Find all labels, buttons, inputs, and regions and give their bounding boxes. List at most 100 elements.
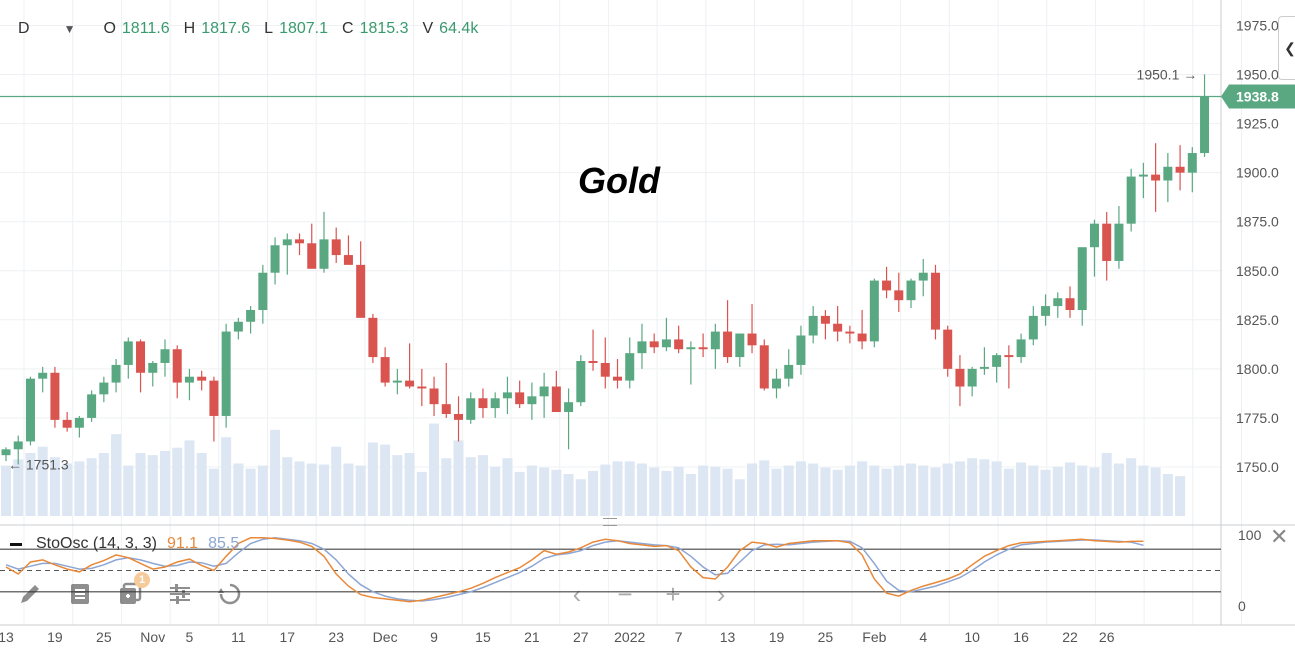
scroll-right-button[interactable]: ›: [704, 578, 738, 610]
chevron-down-icon[interactable]: ▼: [63, 22, 76, 36]
stochastic-label: StoOsc (14, 3, 3): [36, 535, 157, 552]
candle-down: [698, 347, 708, 350]
volume-bar: [502, 458, 513, 516]
volume-bar: [1089, 467, 1100, 516]
candle-down: [295, 239, 305, 244]
volume-bar: [111, 434, 122, 516]
high-value: 1817.6: [201, 20, 251, 37]
scroll-left-button[interactable]: ‹: [560, 578, 594, 610]
candle-up: [992, 355, 1002, 367]
candle-up: [637, 341, 647, 354]
volume-bar: [465, 457, 476, 516]
close-indicator-button[interactable]: ✕: [1270, 524, 1289, 549]
volume-bar: [49, 457, 60, 516]
zoom-in-button[interactable]: +: [656, 578, 690, 610]
candle-up: [74, 417, 84, 428]
time-tick-label: 4: [919, 629, 927, 645]
layers-icon[interactable]: 1: [114, 572, 150, 610]
candle-up: [906, 280, 916, 301]
candle-down: [515, 392, 525, 405]
time-tick-label: 21: [524, 629, 540, 645]
volume-bar: [477, 455, 488, 516]
volume-bar: [270, 429, 281, 516]
volume-bar: [930, 467, 941, 516]
drawing-toolbar: 1: [14, 572, 246, 610]
volume-bar: [74, 461, 85, 516]
time-tick-label: 22: [1062, 629, 1078, 645]
candle-up: [1028, 315, 1038, 340]
candle-up: [246, 309, 256, 322]
volume-bar: [1065, 462, 1076, 516]
candle-down: [209, 380, 219, 416]
candle-down: [368, 317, 378, 358]
volume-bar: [13, 459, 24, 516]
pencil-icon[interactable]: [14, 578, 46, 610]
volume-bar: [661, 470, 672, 516]
candle-down: [1102, 223, 1112, 261]
collapse-panel-button[interactable]: ❮: [1278, 16, 1295, 80]
candle-up: [1200, 96, 1210, 154]
candle-down: [882, 280, 892, 291]
volume-bar: [208, 468, 219, 516]
timeframe-selector[interactable]: D: [18, 20, 30, 37]
price-tick-label: 1925.0: [1236, 116, 1279, 132]
volume-bar: [1016, 462, 1027, 516]
time-tick-label: 2022: [614, 629, 645, 645]
volume-bar: [221, 437, 232, 516]
candle-up: [625, 353, 635, 381]
high-marker-label: 1950.1 →: [1137, 66, 1198, 82]
settings-sliders-icon[interactable]: [164, 578, 196, 610]
volume-bar: [1052, 466, 1063, 516]
price-tick-label: 1950.0: [1236, 67, 1279, 83]
volume-bar: [539, 467, 550, 516]
candle-up: [979, 366, 989, 369]
volume-bar: [86, 458, 97, 516]
volume-bar: [954, 461, 965, 516]
candle-down: [343, 255, 353, 265]
time-tick-label: 11: [231, 629, 246, 645]
oscillator-tick-label: 100: [1238, 527, 1262, 543]
candle-down: [845, 331, 855, 334]
candle-up: [1163, 166, 1173, 181]
candle-up: [319, 239, 329, 269]
volume-bar: [918, 465, 929, 516]
volume-bar: [184, 440, 195, 516]
price-tick-label: 1900.0: [1236, 165, 1279, 181]
volume-bar: [1138, 465, 1149, 516]
price-tick-label: 1875.0: [1236, 214, 1279, 230]
volume-bar: [1175, 476, 1186, 516]
indicator-toggle-icon[interactable]: [10, 542, 22, 546]
low-label: L: [264, 20, 274, 37]
volume-bar: [857, 461, 868, 516]
candle-up: [1053, 298, 1063, 307]
reset-icon[interactable]: [214, 578, 246, 610]
candle-down: [454, 413, 464, 420]
stochastic-k-value: 91.1: [166, 535, 199, 552]
time-tick-label: 23: [328, 629, 344, 645]
pane-resize-handle[interactable]: [603, 518, 617, 526]
close-value: 1815.3: [359, 20, 409, 37]
candle-up: [1187, 153, 1197, 173]
volume-bar: [1003, 468, 1014, 516]
open-label: O: [103, 20, 116, 37]
plus-icon: +: [665, 578, 681, 609]
candle-down: [930, 272, 940, 330]
volume-bar: [135, 453, 146, 516]
list-icon[interactable]: [64, 578, 96, 610]
volume-label: V: [422, 20, 434, 37]
candle-down: [331, 239, 341, 256]
volume-bar: [245, 468, 256, 516]
notification-badge: 1: [134, 572, 150, 588]
candle-up: [502, 392, 512, 399]
minus-icon: −: [617, 578, 633, 609]
oscillator-tick-label: 0: [1238, 598, 1246, 614]
zoom-out-button[interactable]: −: [608, 578, 642, 610]
time-tick-label: 26: [1099, 629, 1115, 645]
candle-down: [441, 404, 451, 414]
candle-down: [674, 339, 684, 350]
candle-down: [417, 386, 427, 389]
volume-bar: [771, 468, 782, 516]
chart-navigation: ‹ − + ›: [560, 578, 738, 610]
volume-bar: [159, 450, 170, 516]
